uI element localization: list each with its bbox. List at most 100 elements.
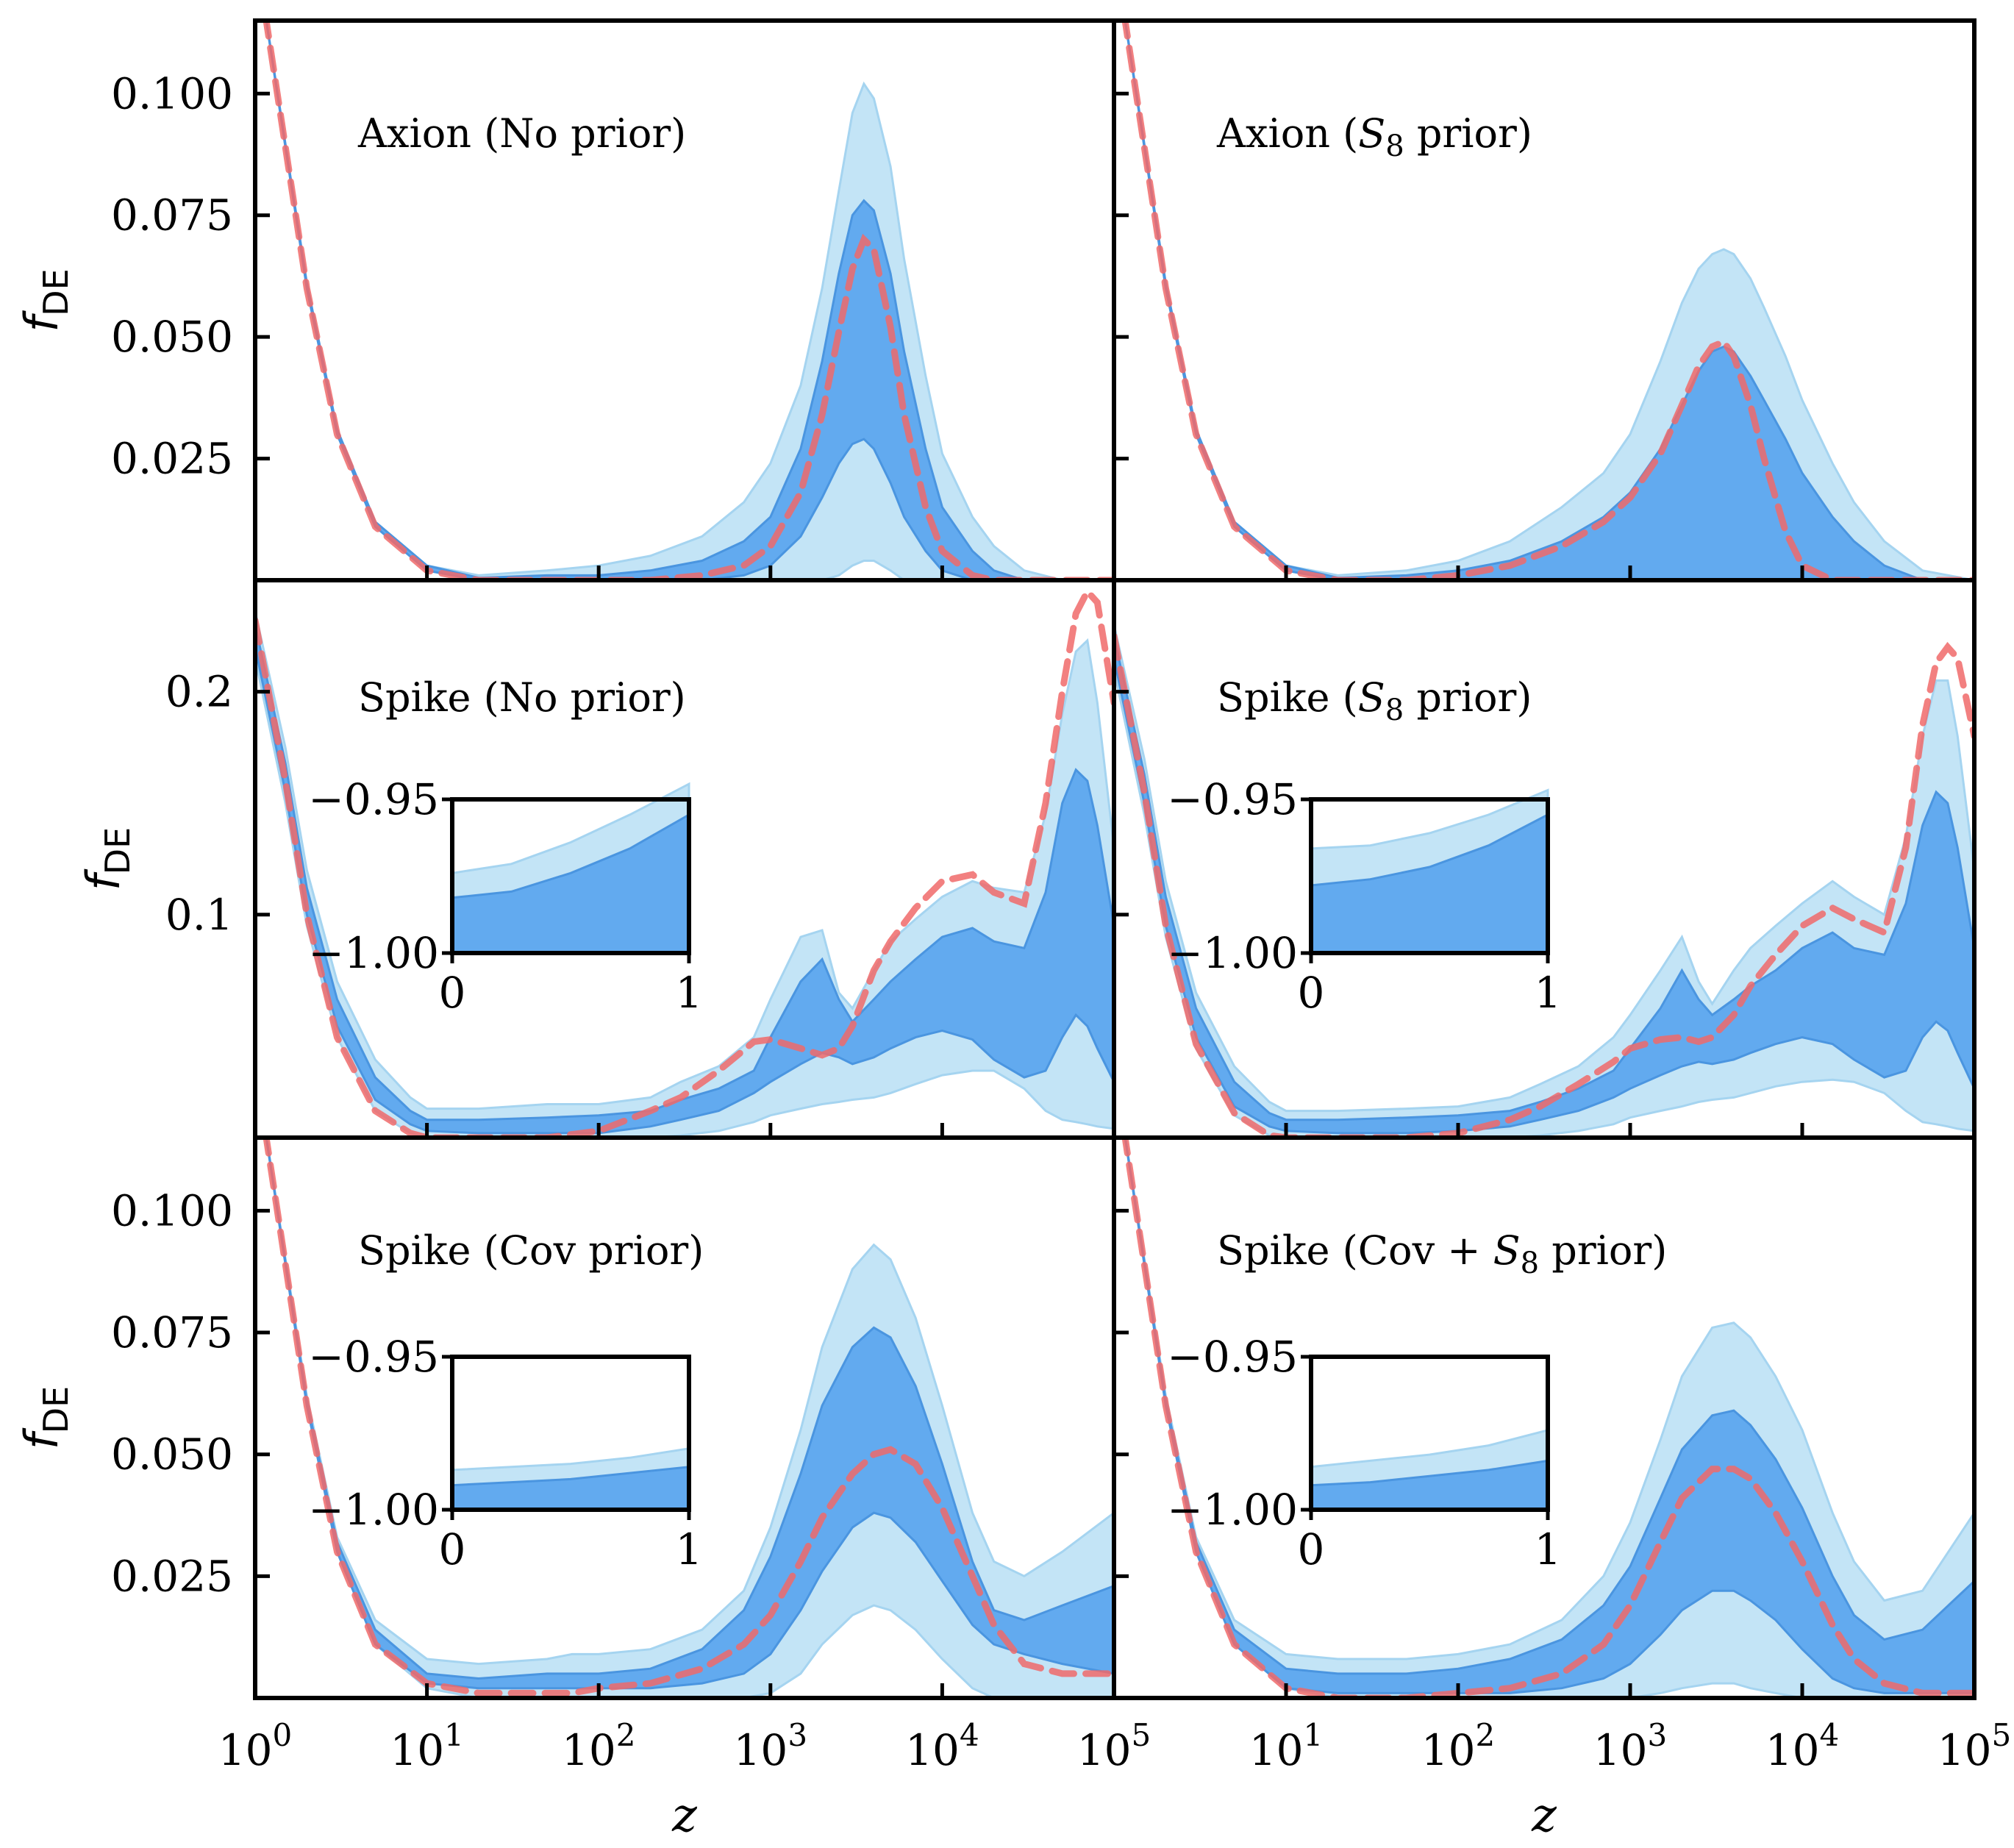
title-subscript: 8 (1385, 693, 1404, 727)
band-68 (265, 1138, 1114, 1690)
plot-area-2 (255, 585, 1114, 1138)
title-subscript: 8 (1385, 129, 1404, 163)
x-tick-label: 103 (1593, 1717, 1668, 1775)
x-tick-label-base: 10 (562, 1725, 616, 1775)
band-95 (265, 1138, 1114, 1698)
inset-y-tick-label: −1.00 (1167, 928, 1298, 978)
y-tick-label: 0.050 (111, 1430, 233, 1480)
inset-3: −0.95 −1.000 1 (1167, 774, 1561, 1018)
inset-4: −0.95 −1.000 1 (308, 1332, 702, 1574)
y-tick-label: 0.100 (111, 1185, 233, 1235)
title-symbol: S (1358, 674, 1385, 721)
title-symbol: S (1358, 110, 1385, 157)
x-tick-label-base: 10 (1765, 1725, 1820, 1775)
panel-0: 0.025 0.050 0.075 0.100 Axion (No prior) fDE (15, 18, 1116, 582)
x-tick-label-exp: 5 (1992, 1717, 2012, 1753)
x-tick-label: 105 (1938, 1717, 2012, 1775)
inset-y-tick-label: −0.95 (308, 774, 439, 824)
x-axis-label: z (1531, 1788, 1557, 1843)
inset-y-tick-label: −1.00 (308, 928, 439, 978)
title-part: prior) (1539, 1227, 1667, 1274)
y-tick-label: 0.075 (111, 1307, 233, 1358)
y-label-sub: DE (36, 268, 76, 316)
x-tick-label-exp: 4 (1820, 1717, 1840, 1753)
inset-x-tick-label: 1 (676, 1524, 703, 1574)
panel-1: Axion (S8 prior) (1112, 18, 1976, 582)
panel-4: 100 101 102 103 104 1050.0250.0500.0750.100Sp… (15, 1135, 1151, 1843)
title-part: Spike (Cov + (1217, 1227, 1493, 1274)
x-tick-label-exp: 3 (788, 1717, 807, 1753)
x-tick-label-base: 10 (390, 1725, 444, 1775)
inset-frame (1309, 797, 1550, 955)
x-tick-label: 102 (562, 1717, 636, 1775)
y-tick-label: 0.025 (111, 1551, 233, 1601)
bestfit-line (263, 21, 1114, 580)
y-label-sub: DE (36, 1386, 76, 1434)
band-68 (1124, 1138, 1974, 1694)
y-tick-label: 0.025 (111, 434, 233, 484)
inset-x-tick-label: 1 (1535, 968, 1562, 1018)
inset-frame (450, 1355, 691, 1512)
title-part: Spike ( (1217, 674, 1358, 721)
x-tick-label-exp: 5 (1132, 1717, 1151, 1753)
x-tick-label-base: 10 (1249, 1725, 1304, 1775)
title-subscript: 8 (1521, 1246, 1539, 1280)
x-tick-label-exp: 0 (273, 1717, 293, 1753)
band-95 (1124, 21, 1974, 580)
y-tick-label: 0.075 (111, 190, 233, 240)
inset-y-tick-label: −1.00 (308, 1485, 439, 1535)
inset-x-tick-label: 0 (1298, 968, 1325, 1018)
x-tick-label-exp: 2 (616, 1717, 636, 1753)
plot-area-5 (1121, 1138, 1974, 1698)
panel-frame (253, 18, 1116, 582)
x-tick-label-exp: 4 (960, 1717, 979, 1753)
inset-y-tick-label: −0.95 (1167, 1332, 1298, 1382)
x-tick-label-exp: 1 (1304, 1717, 1324, 1753)
x-tick-label: 101 (390, 1717, 464, 1775)
panel-3: Spike (S8 prior) −0.95 −1.000 1 (1112, 578, 1976, 1140)
title-part: prior) (1404, 110, 1532, 157)
plot-area-0 (263, 21, 1114, 580)
x-tick-label-base: 10 (1593, 1725, 1648, 1775)
title-part: Axion ( (1216, 110, 1358, 157)
x-tick-label-base: 10 (218, 1725, 273, 1775)
x-tick-label: 105 (1077, 1717, 1151, 1775)
y-tick-label: 0.100 (111, 68, 233, 118)
y-axis-label: fDE (15, 268, 76, 332)
band-68 (265, 21, 1114, 580)
y-tick-label: 0.1 (165, 890, 233, 940)
panel-title: Spike (No prior) (358, 674, 686, 721)
band-95 (265, 21, 1114, 580)
bestfit-line (1121, 1138, 1974, 1698)
x-tick-label: 100 (218, 1717, 293, 1775)
x-axis-label: z (671, 1788, 698, 1843)
inset-x-tick-label: 1 (1535, 1524, 1562, 1574)
x-tick-label-exp: 1 (444, 1717, 464, 1753)
x-tick-label-base: 10 (905, 1725, 960, 1775)
x-tick-label: 104 (905, 1717, 979, 1775)
y-tick-label: 0.2 (165, 667, 233, 717)
bestfit-line (1121, 21, 1974, 580)
x-tick-label-base: 10 (1077, 1725, 1132, 1775)
inset-x-tick-label: 1 (676, 968, 703, 1018)
panel-title: Spike (Cov prior) (358, 1227, 704, 1274)
x-tick-label: 101 (1249, 1717, 1324, 1775)
y-axis-label: fDE (15, 1386, 76, 1449)
x-tick-label-exp: 2 (1476, 1717, 1496, 1753)
x-tick-label-base: 10 (734, 1725, 788, 1775)
x-tick-label: 104 (1765, 1717, 1840, 1775)
inset-x-tick-label: 0 (439, 968, 466, 1018)
y-axis-label: fDE (76, 827, 138, 891)
inset-frame (450, 797, 691, 955)
title-symbol: S (1493, 1227, 1521, 1274)
band-68 (1114, 635, 1974, 1135)
x-tick-label-base: 10 (1421, 1725, 1476, 1775)
inset-2: −0.95 −1.000 1 (308, 774, 702, 1018)
inset-y-tick-label: −0.95 (1167, 774, 1298, 824)
inset-x-tick-label: 0 (439, 1524, 466, 1574)
x-tick-label-base: 10 (1938, 1725, 1992, 1775)
x-tick-label: 103 (734, 1717, 808, 1775)
panel-frame (1112, 1135, 1976, 1700)
